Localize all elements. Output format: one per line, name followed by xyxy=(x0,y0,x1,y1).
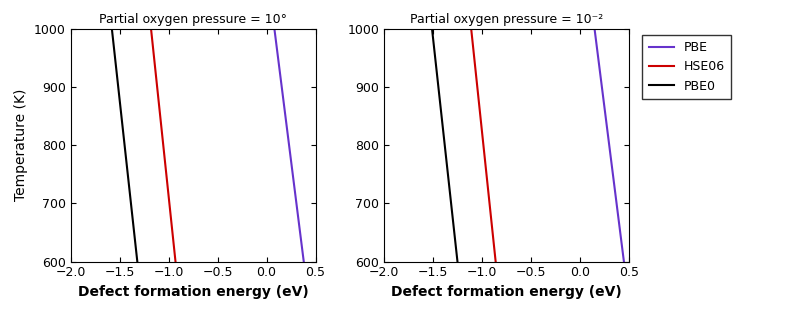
Title: Partial oxygen pressure = 10⁻²: Partial oxygen pressure = 10⁻² xyxy=(410,13,603,26)
X-axis label: Defect formation energy (eV): Defect formation energy (eV) xyxy=(391,285,622,299)
Title: Partial oxygen pressure = 10°: Partial oxygen pressure = 10° xyxy=(99,13,287,26)
Y-axis label: Temperature (K): Temperature (K) xyxy=(14,89,28,201)
Legend: PBE, HSE06, PBE0: PBE, HSE06, PBE0 xyxy=(642,35,731,99)
X-axis label: Defect formation energy (eV): Defect formation energy (eV) xyxy=(78,285,308,299)
